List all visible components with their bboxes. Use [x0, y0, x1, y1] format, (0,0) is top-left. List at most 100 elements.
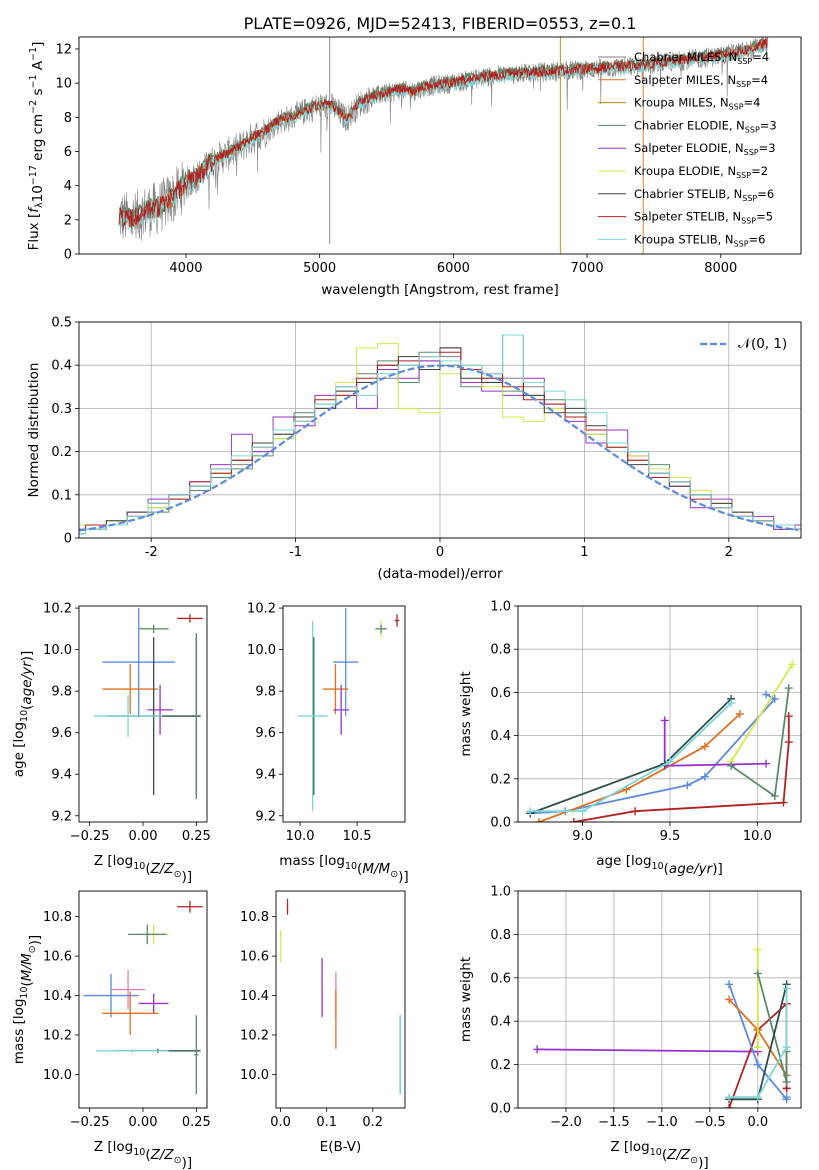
y-axis-label: mass weight — [458, 671, 474, 756]
weight-marker — [727, 699, 736, 708]
y-tick-label: 0.6 — [490, 686, 511, 701]
y-tick-label: 9.4 — [51, 768, 72, 783]
axes-frame — [78, 36, 802, 255]
errorbar-point — [394, 614, 400, 627]
model-spectrum — [118, 43, 768, 232]
legend-label: Kroupa MILES, NSSP=4 — [634, 96, 760, 112]
weight-series — [729, 988, 788, 1099]
weight-vs-z-panel: −2.0 −1.5 −1.0 −0.5 0.0 0.0 0.2 0.4 0.6 0.8 1.0 Z [… — [458, 885, 802, 1170]
x-axis-label: wavelength [Angstrom, rest frame] — [321, 282, 559, 298]
x-axis-label: age [log10(age/yr)] — [596, 853, 722, 877]
y-tick-label: 10.0 — [247, 643, 276, 658]
y-axis-label: mass weight — [458, 957, 474, 1042]
errorbar-point — [83, 973, 139, 1018]
weight-series — [730, 687, 790, 798]
weight-marker — [762, 690, 771, 699]
weight-marker — [665, 757, 674, 766]
y-tick-label: 10 — [55, 77, 72, 92]
weight-marker — [784, 712, 793, 721]
y-tick-label: 0.4 — [51, 359, 72, 374]
weight-marker — [727, 761, 736, 770]
y-tick-label: 0.6 — [490, 971, 511, 986]
model-spectrum — [118, 39, 768, 230]
spectrum-lines — [118, 37, 768, 254]
weight-marker — [725, 995, 734, 1004]
weight-marker — [784, 684, 793, 693]
x-axis-label: Z [log10(Z/Z⊙)] — [94, 1139, 192, 1170]
y-tick-label: 10.2 — [240, 1029, 269, 1044]
errorbar-point — [177, 900, 203, 913]
y-tick-label: 0.0 — [490, 1102, 511, 1117]
weight-marker — [782, 1043, 791, 1052]
weight-marker — [753, 1060, 762, 1069]
errorbar-point — [138, 624, 169, 633]
legend-label: Salpeter MILES, NSSP=4 — [634, 73, 768, 89]
y-tick-label: 10.8 — [240, 910, 269, 925]
weight-marker — [782, 984, 791, 993]
y-tick-label: 10.6 — [240, 950, 269, 965]
y-tick-label: 10.0 — [43, 1068, 72, 1083]
axes-frame — [282, 605, 406, 823]
weight-marker — [782, 1077, 791, 1086]
mass-vs-z-panel: −0.25 0.00 0.25 10.0 10.2 10.4 10.6 10.8 Z [log1… — [11, 890, 211, 1170]
x-axis-label: Z [log10(Z/Z⊙)] — [94, 853, 192, 885]
x-tick-label: 6000 — [437, 261, 470, 276]
weight-series — [529, 698, 732, 815]
weight-marker — [770, 694, 779, 703]
y-tick-label: 0.3 — [51, 402, 72, 417]
y-tick-label: 9.2 — [51, 809, 72, 824]
x-axis-label: (data-model)/error — [377, 566, 503, 582]
errorbar-point — [138, 993, 169, 1014]
y-tick-label: 0.5 — [51, 316, 72, 331]
x-tick-label: 8000 — [704, 261, 737, 276]
y-tick-label: 0.8 — [490, 643, 511, 658]
y-tick-label: 10.2 — [43, 602, 72, 617]
x-tick-label: 9.5 — [660, 829, 681, 844]
axes-frame — [78, 605, 208, 823]
spectrum-panel: 4000 5000 6000 7000 8000 0 2 4 6 8 10 12 Chabrier MI… — [26, 36, 802, 298]
weight-lines — [533, 945, 791, 1108]
x-tick-label: 0.0 — [747, 1115, 768, 1130]
x-tick-label: 7000 — [571, 261, 604, 276]
y-tick-label: 0.2 — [490, 772, 511, 787]
x-tick-label: -1 — [289, 545, 302, 560]
x-tick-label: 0.0 — [270, 1115, 291, 1130]
weight-marker — [578, 807, 587, 816]
x-tick-label: 0.1 — [316, 1115, 337, 1130]
weight-marker — [660, 716, 669, 725]
x-tick-label: −2.0 — [550, 1115, 582, 1130]
weight-series — [530, 702, 732, 813]
y-tick-label: 2 — [64, 213, 72, 228]
x-axis-label: E(B-V) — [320, 1139, 362, 1155]
y-tick-label: 10.4 — [43, 989, 72, 1004]
y-tick-label: 10.8 — [43, 910, 72, 925]
y-tick-label: 0.4 — [490, 729, 511, 744]
y-tick-label: 10.2 — [247, 602, 276, 617]
weight-series — [573, 716, 790, 822]
y-tick-label: 0.4 — [490, 1015, 511, 1030]
weight-lines — [526, 660, 797, 822]
errorbar-point — [93, 695, 163, 737]
y-tick-label: 9.8 — [51, 685, 72, 700]
x-tick-label: 10.0 — [743, 829, 772, 844]
y-tick-label: 12 — [55, 42, 72, 57]
y-tick-label: 6 — [64, 145, 72, 160]
weight-marker — [534, 818, 543, 822]
y-tick-label: 0.2 — [51, 445, 72, 460]
weight-marker — [700, 772, 709, 781]
y-tick-label: 10.0 — [240, 1068, 269, 1083]
x-axis-label: Z [log10(Z/Z⊙)] — [610, 1139, 708, 1170]
y-tick-label: 9.6 — [51, 726, 72, 741]
x-tick-label: 0.2 — [362, 1115, 383, 1130]
residuals-panel: -2 -1 0 1 2 0 0.1 0.2 0.3 0.4 0.5 𝒩(0, 1) (data-mode… — [26, 316, 802, 582]
x-tick-label: -2 — [145, 545, 158, 560]
weight-marker — [784, 738, 793, 747]
legend-label: Chabrier STELIB, NSSP=6 — [634, 187, 774, 203]
weight-marker — [631, 807, 640, 816]
errorbar-point — [102, 608, 175, 717]
axes-frame — [517, 605, 802, 823]
x-tick-label: 0.25 — [182, 1115, 211, 1130]
x-tick-label: 2 — [725, 545, 733, 560]
x-tick-label: 1 — [580, 545, 588, 560]
